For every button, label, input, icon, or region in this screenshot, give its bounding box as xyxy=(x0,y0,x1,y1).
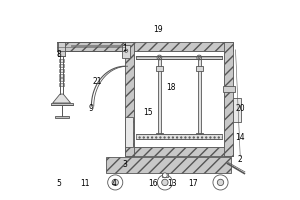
Bar xyxy=(59,69,64,72)
Bar xyxy=(59,64,64,67)
Text: 8: 8 xyxy=(57,50,62,59)
Text: 18: 18 xyxy=(166,83,176,92)
Bar xyxy=(122,45,130,58)
Bar xyxy=(59,59,64,62)
Text: 4: 4 xyxy=(112,179,117,188)
Text: 2: 2 xyxy=(238,155,243,164)
Circle shape xyxy=(124,49,128,52)
Text: 16: 16 xyxy=(148,179,158,188)
Bar xyxy=(134,51,224,147)
Bar xyxy=(125,42,233,51)
Text: 20: 20 xyxy=(236,104,245,113)
Bar xyxy=(55,116,69,118)
Circle shape xyxy=(112,179,119,186)
Text: 17: 17 xyxy=(188,179,197,188)
Bar xyxy=(58,42,65,56)
Text: 21: 21 xyxy=(93,77,102,86)
Circle shape xyxy=(163,173,167,178)
Bar xyxy=(196,137,202,139)
Bar xyxy=(158,59,161,138)
Circle shape xyxy=(157,175,172,190)
Text: 15: 15 xyxy=(143,108,153,117)
Text: 9: 9 xyxy=(89,104,94,113)
Bar xyxy=(59,74,64,77)
Bar xyxy=(224,42,233,156)
Bar xyxy=(136,134,223,139)
Circle shape xyxy=(108,175,123,190)
Circle shape xyxy=(198,57,200,58)
Bar xyxy=(106,157,231,173)
Bar xyxy=(233,98,242,122)
Circle shape xyxy=(217,179,224,186)
Bar xyxy=(57,42,125,51)
Bar xyxy=(51,103,73,105)
Text: 3: 3 xyxy=(123,160,128,169)
Bar xyxy=(156,133,163,138)
Circle shape xyxy=(162,179,168,186)
Bar xyxy=(125,147,233,156)
Circle shape xyxy=(157,55,162,60)
Bar xyxy=(70,45,123,46)
Bar xyxy=(198,59,201,138)
Text: 13: 13 xyxy=(167,179,177,188)
Polygon shape xyxy=(53,94,70,103)
Circle shape xyxy=(158,57,160,58)
Bar xyxy=(156,66,163,71)
Bar xyxy=(59,78,64,81)
Text: 1: 1 xyxy=(122,44,127,53)
Text: 14: 14 xyxy=(236,133,245,142)
Text: 11: 11 xyxy=(81,179,90,188)
Bar xyxy=(157,137,162,139)
Bar xyxy=(59,83,64,86)
Bar xyxy=(162,173,168,177)
Circle shape xyxy=(197,55,202,60)
Bar xyxy=(136,56,223,59)
Text: 5: 5 xyxy=(56,179,61,188)
Bar xyxy=(224,86,236,92)
Bar xyxy=(125,42,134,156)
Circle shape xyxy=(213,175,228,190)
Bar xyxy=(196,66,203,71)
Bar xyxy=(125,117,133,147)
Text: 19: 19 xyxy=(153,25,163,34)
Bar xyxy=(196,133,203,138)
